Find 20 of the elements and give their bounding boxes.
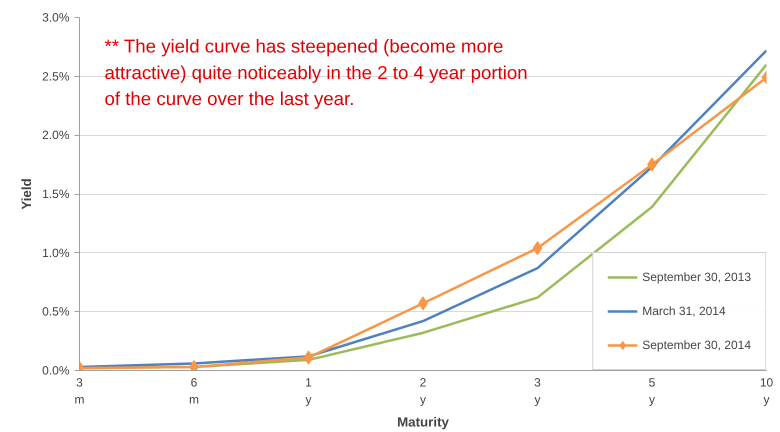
- legend-label: September 30, 2014: [642, 338, 751, 352]
- x-tick-label: 1 y: [305, 376, 312, 406]
- y-tick-label: 2.0%: [42, 128, 70, 142]
- y-tick-label: 1.0%: [42, 246, 70, 260]
- legend-label: March 31, 2014: [642, 304, 726, 318]
- x-tick-label: 2 y: [420, 376, 427, 406]
- x-tick-label: 6 m: [189, 376, 199, 406]
- legend-label: September 30, 2013: [642, 270, 751, 284]
- y-tick-label: 3.0%: [42, 10, 70, 24]
- y-axis-title: Yield: [19, 178, 34, 210]
- y-tick-label: 1.5%: [42, 187, 70, 201]
- x-tick-label: 3 m: [74, 376, 84, 406]
- y-tick-label: 0.5%: [42, 304, 70, 319]
- x-axis-title: Maturity: [397, 414, 450, 430]
- y-tick-label: 2.5%: [42, 69, 70, 84]
- x-tick-label: 5 y: [648, 376, 656, 406]
- y-tick-label: 0.0%: [42, 364, 70, 378]
- annotation: ** The yield curve has steepened (become more attractive) quite noticeably in the 2 to 4 year portion of the curve over the last year.: [104, 36, 528, 109]
- x-tick-label: 3 y: [534, 376, 542, 406]
- x-tick-label: 10 y: [760, 376, 774, 406]
